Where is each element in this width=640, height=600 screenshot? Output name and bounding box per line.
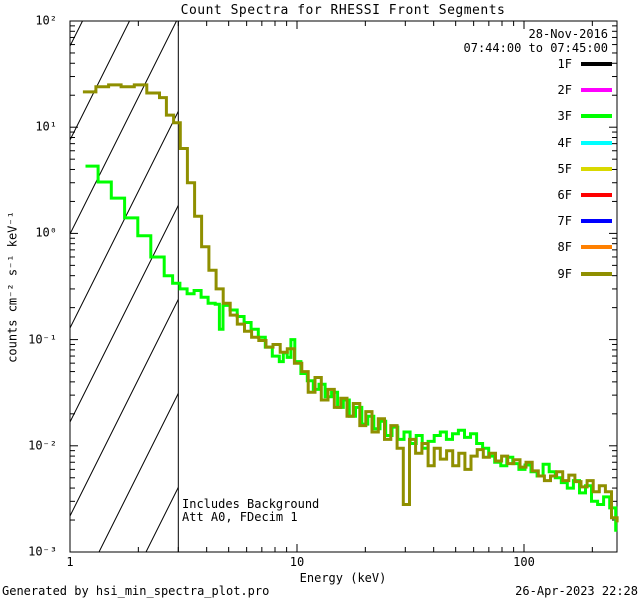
footer-generated-by: Generated by hsi_min_spectra_plot.pro — [2, 584, 270, 598]
observation-date: 28-Nov-2016 — [528, 27, 608, 41]
legend-color-swatch — [581, 62, 612, 67]
legend-entry-4f: 4F — [538, 130, 612, 156]
x-tick-label-10: 10 — [289, 555, 305, 569]
legend-entry-5f: 5F — [538, 156, 612, 182]
legend-label: 6F — [557, 188, 572, 203]
y-tick-label-1e-3: 10⁻³ — [28, 544, 57, 559]
series-9f-curve — [82, 83, 619, 523]
legend-label: 5F — [557, 161, 572, 176]
y-tick-label-1e2: 10² — [35, 13, 57, 28]
detector-legend: 1F 2F 3F 4F 5F 6F 7F 8F 9F — [538, 51, 612, 287]
legend-color-swatch — [581, 193, 612, 198]
page-title: Count Spectra for RHESSI Front Segments — [180, 3, 506, 18]
legend-entry-8f: 8F — [538, 234, 612, 260]
legend-label: 2F — [557, 83, 572, 98]
legend-color-swatch — [581, 271, 612, 276]
legend-entry-3f: 3F — [538, 103, 612, 129]
footer-render-timestamp: 26-Apr-2023 22:28 — [515, 584, 638, 598]
legend-entry-7f: 7F — [538, 208, 612, 234]
legend-label: 3F — [557, 109, 572, 124]
legend-color-swatch — [581, 114, 612, 119]
legend-color-swatch — [581, 140, 612, 145]
y-tick-label-1e-1: 10⁻¹ — [28, 332, 57, 347]
y-tick-label-1e0: 10⁰ — [35, 225, 57, 240]
legend-color-swatch — [581, 245, 612, 250]
y-tick-label-1e-2: 10⁻² — [28, 438, 57, 453]
legend-label: 1F — [557, 57, 572, 72]
legend-label: 8F — [557, 240, 572, 255]
annotation-attenuator-state: Att A0, FDecim 1 — [182, 510, 298, 524]
legend-label: 4F — [557, 135, 572, 150]
legend-entry-6f: 6F — [538, 182, 612, 208]
hatched-region — [70, 21, 179, 552]
legend-color-swatch — [581, 219, 612, 224]
y-axis-label: counts cm⁻² s⁻¹ keV⁻¹ — [5, 211, 20, 363]
legend-entry-1f: 1F — [538, 51, 612, 77]
legend-label: 9F — [557, 266, 572, 281]
legend-label: 7F — [557, 214, 572, 229]
legend-color-swatch — [581, 88, 612, 93]
legend-entry-2f: 2F — [538, 77, 612, 103]
legend-entry-9f: 9F — [538, 261, 612, 287]
annotation-includes-background: Includes Background — [182, 497, 320, 511]
x-tick-label-1: 1 — [66, 555, 74, 569]
legend-color-swatch — [581, 166, 612, 171]
plot-border — [69, 20, 618, 553]
x-tick-label-100: 100 — [513, 555, 535, 569]
observation-time-range: 07:44:00 to 07:45:00 — [463, 41, 609, 55]
y-tick-label-1e1: 10¹ — [35, 119, 57, 134]
x-axis-label: Energy (keV) — [299, 571, 387, 585]
